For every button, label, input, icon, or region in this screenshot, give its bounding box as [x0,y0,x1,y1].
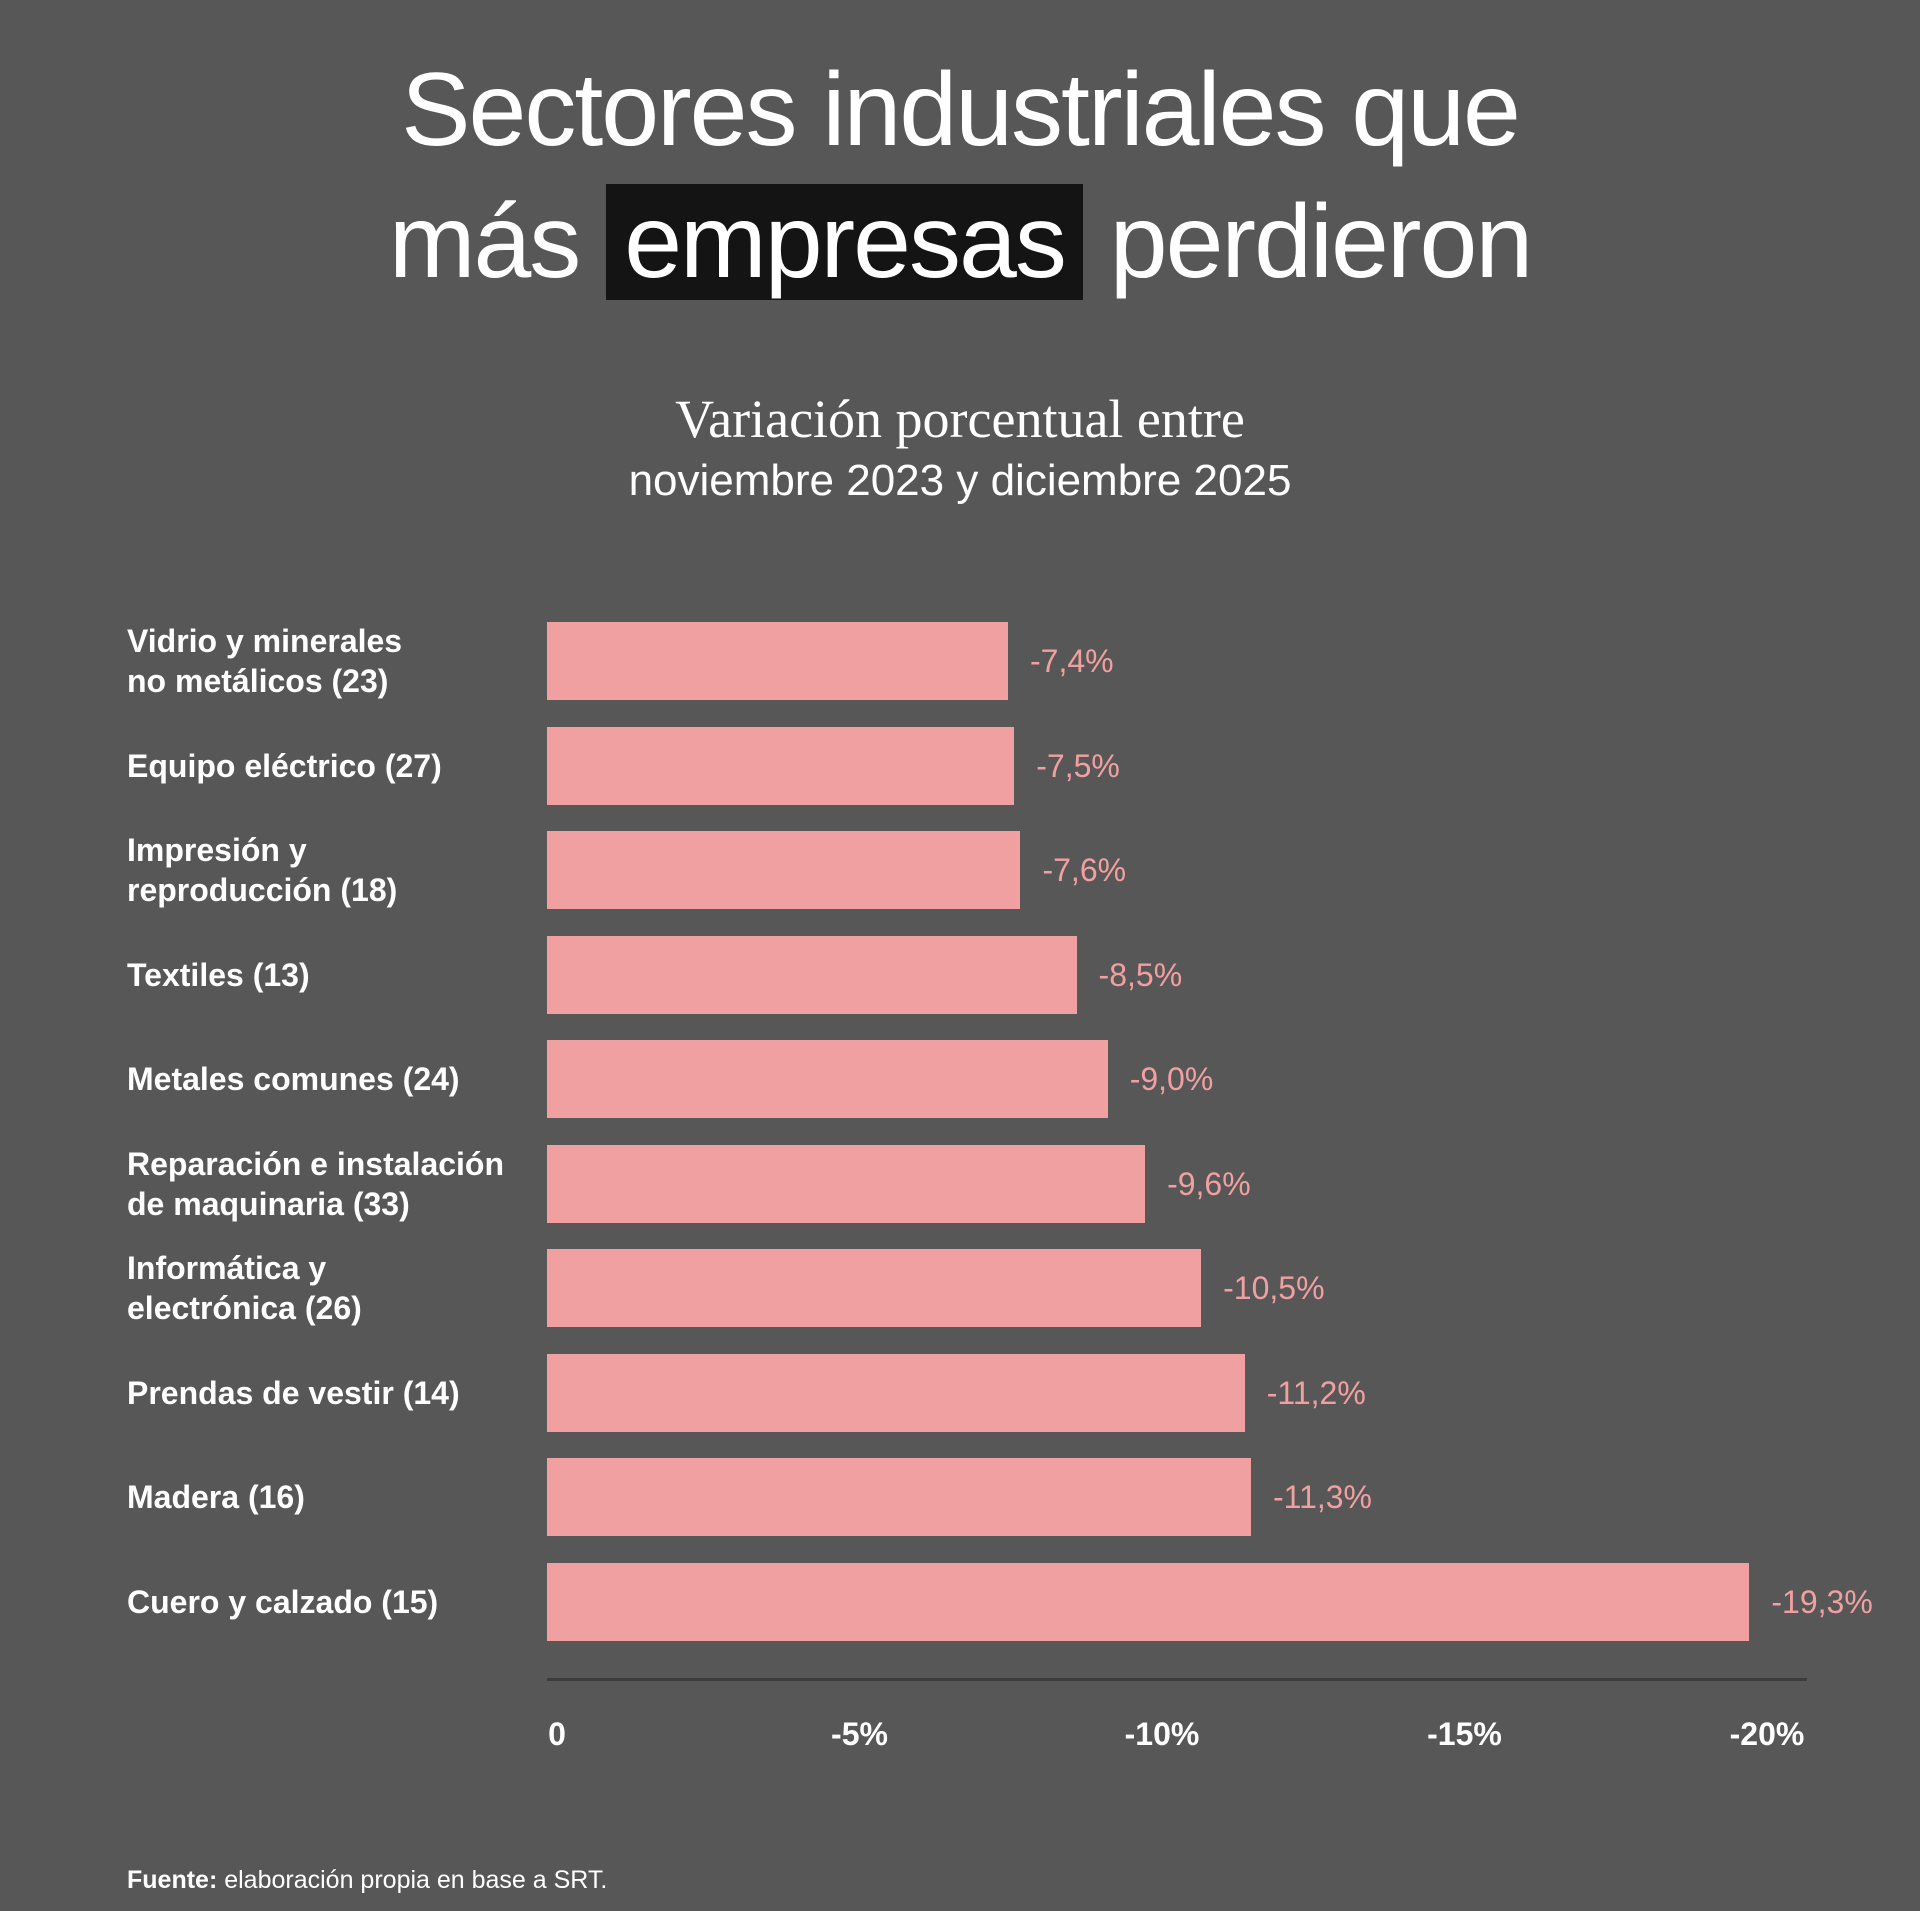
value-label: -9,0% [1129,1061,1214,1097]
chart-subtitle-line1: Variación porcentual entre [675,389,1245,449]
source-note: Fuente: elaboración propia en base a SRT… [127,1866,607,1895]
x-tick-label: 0 [548,1716,566,1752]
bar [547,1562,1750,1641]
category-label: Informática y electrónica (26) [127,1250,362,1326]
value-label: -11,2% [1266,1374,1366,1411]
category-label: Madera (16) [127,1479,305,1515]
value-label: -8,5% [1098,956,1183,993]
value-label: -7,4% [1030,643,1114,679]
value-label: -10,5% [1223,1270,1325,1306]
title-highlight: empresas [606,184,1083,300]
category-label: Prendas de vestir (14) [127,1374,460,1411]
chart-title-line1: Sectores industriales que [401,52,1521,168]
title-word: perdieron [1109,184,1533,300]
category-label: Cuero y calzado (15) [127,1583,439,1620]
bar [547,726,1015,805]
bar [547,1144,1146,1223]
bar [547,1353,1245,1432]
bar [547,1249,1202,1327]
category-label: Impresión y reproducción (18) [127,832,398,908]
category-label: Vidrio y minerales no metálicos (23) [127,623,403,699]
value-label: -7,5% [1036,747,1120,784]
category-label: Reparación e instalación de maquinaria (… [127,1145,505,1222]
x-axis-line [547,1678,1807,1681]
bar [547,1040,1108,1118]
category-label: Textiles (13) [127,956,310,993]
value-label: -19,3% [1771,1583,1873,1620]
category-label: Metales comunes (24) [127,1061,460,1097]
source-label: Fuente: [127,1866,218,1894]
source-text: elaboración propia en base a SRT. [217,1866,608,1894]
x-tick-label: -5% [831,1716,888,1752]
value-label: -7,6% [1042,852,1127,888]
category-label: Equipo eléctrico (27) [127,747,442,784]
bar [547,1458,1251,1536]
title-word: más [388,184,581,300]
bar [547,935,1077,1014]
x-tick-label: -15% [1427,1716,1502,1752]
value-label: -11,3% [1272,1479,1372,1515]
chart-subtitle-line2: noviembre 2023 y diciembre 2025 [628,456,1292,505]
chart-title-line2: más empresas perdieron [0,184,1920,300]
bar [547,622,1009,700]
bar [547,831,1021,909]
value-label: -9,6% [1167,1165,1251,1202]
x-tick-label: -20% [1729,1716,1805,1752]
x-tick-label: -10% [1124,1716,1200,1752]
